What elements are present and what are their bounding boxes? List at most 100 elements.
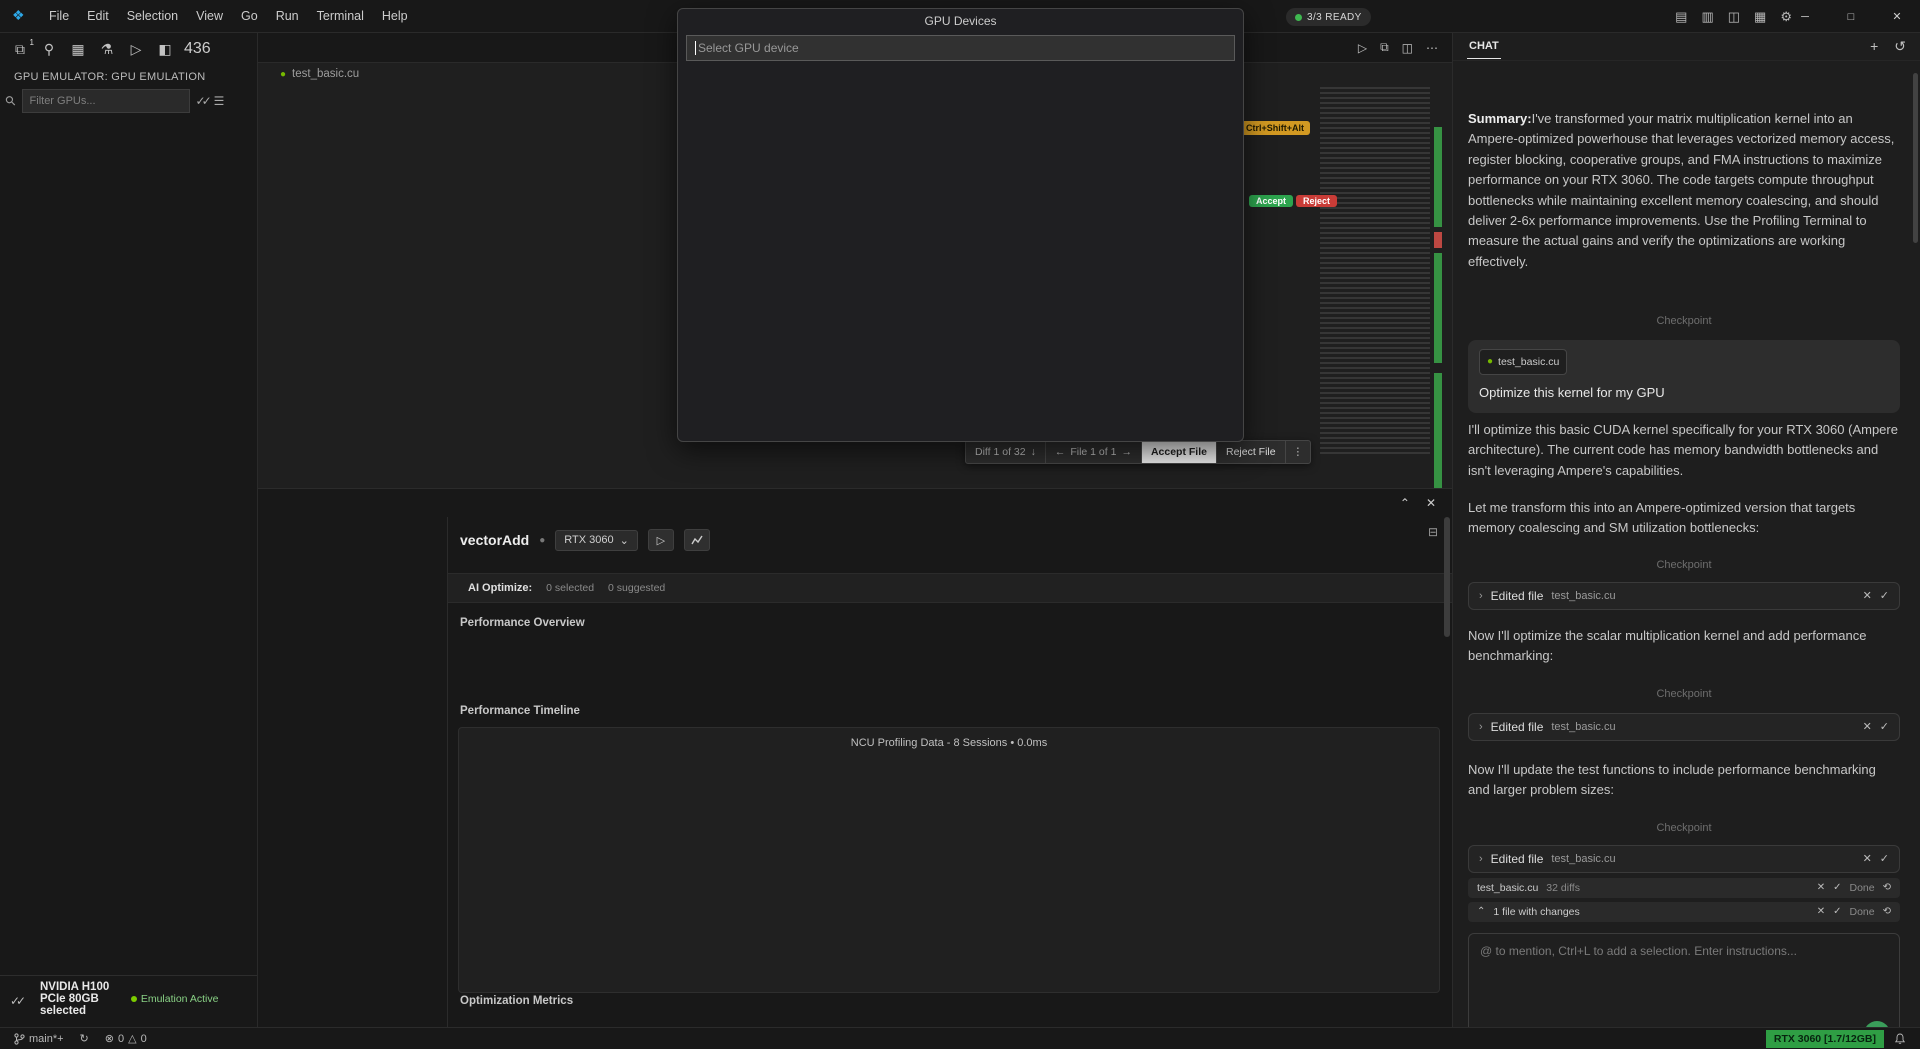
chat-input-box[interactable]: @ to mention, Ctrl+L to add a selection.… [1468,933,1900,1027]
minimize-button[interactable]: ─ [1801,10,1809,23]
menu-edit[interactable]: Edit [87,9,109,23]
maximize-button[interactable]: □ [1847,10,1855,23]
panel-maximize-icon[interactable]: ⌃ [1399,496,1410,510]
more-actions-icon[interactable]: ⋯ [1426,40,1438,55]
breadcrumb[interactable]: ● test_basic.cu [280,68,360,80]
files-icon[interactable]: ⧉ 1 [15,37,34,57]
split-editor-icon[interactable]: ◫ [1401,40,1413,55]
close-window-button[interactable]: ✕ [1892,11,1902,23]
filter-gpus-input[interactable]: Filter GPUs... [21,89,190,113]
chat-scrollbar[interactable] [1913,73,1918,243]
footer-selected-label: selected [40,1005,87,1017]
run-icon[interactable]: ▷ [130,40,142,57]
select-all-icon[interactable]: ✓✓ [195,94,212,108]
diff-icon[interactable]: ⧉ [1380,40,1389,54]
panel-close-icon[interactable]: ✕ [1425,496,1436,510]
edited-file-box[interactable]: › Edited file test_basic.cu ✕ ✓ [1468,845,1900,873]
quickpick-title: GPU Devices [924,14,997,28]
gpu-ready-badge: 3/3 READY [1286,8,1371,26]
overview-ruler [1432,87,1444,493]
undo-icon[interactable]: ⟲ [1882,905,1891,917]
menu-bar: File Edit Selection View Go Run Terminal Help [40,5,417,27]
new-chat-icon[interactable]: + [1870,38,1879,54]
keep-icon[interactable]: ✓ [1833,905,1842,917]
attached-file-chip[interactable]: ● test_basic.cu [1479,349,1568,376]
run-file-icon[interactable]: ▷ [1357,40,1368,55]
ai-optimize-label: AI Optimize: [468,582,533,594]
search-icon[interactable]: ⚲ [43,40,55,57]
keep-icon[interactable]: ✓ [1879,852,1889,865]
selected-gpu-footer: ✓✓ NVIDIA H100 PCIe 80GB Emulation Activ… [0,975,257,1027]
diff-more-icon[interactable]: ⋮ [1292,446,1304,458]
next-diff-icon[interactable]: ↓ [1030,446,1036,458]
gpu-status-chip[interactable]: RTX 3060 [1.7/12GB] [1765,1029,1884,1048]
edited-file-box[interactable]: › Edited file test_basic.cu ✕ ✓ [1468,713,1900,741]
next-file-icon[interactable]: → [1121,446,1132,458]
discard-icon[interactable]: ✕ [1816,881,1826,893]
settings-gear-icon[interactable]: ⚙ [1780,8,1792,24]
menu-terminal[interactable]: Terminal [316,9,364,23]
toolbar-count-badge: 436 [184,40,211,57]
run-profile-button[interactable]: ▷ [647,529,674,551]
undo-icon[interactable]: ⟲ [1882,881,1891,893]
inline-accept-button[interactable]: Accept [1249,195,1294,207]
checkpoint-label: Checkpoint [1656,559,1712,571]
notebook-icon[interactable]: ▦ [71,40,85,57]
layout-customize-icon[interactable]: ▦ [1754,8,1767,24]
discard-icon[interactable]: ✕ [1816,905,1826,917]
flask-icon[interactable]: ⚗ [100,40,114,57]
prev-file-icon[interactable]: ← [1054,446,1066,458]
keep-icon[interactable]: ✓ [1833,881,1842,893]
list-view-icon[interactable]: ☰ [213,94,225,108]
checkpoint-label: Checkpoint [1656,688,1712,700]
timeline-charts: NCU Profiling Data - 8 Sessions • 0.0ms [458,727,1440,993]
menu-go[interactable]: Go [241,9,258,23]
keep-icon[interactable]: ✓ [1879,720,1889,733]
extensions-icon[interactable]: ◧ [158,40,172,57]
charts-header: NCU Profiling Data - 8 Sessions • 0.0ms [850,737,1048,749]
reject-file-button[interactable]: Reject File [1217,441,1286,463]
collapse-all-icon[interactable]: ⊟ [1427,525,1438,539]
notifications-bell-icon[interactable] [1888,1028,1912,1049]
file-diff-row[interactable]: test_basic.cu 32 diffs ✕ ✓ Done ⟲ [1468,878,1900,898]
keep-icon[interactable]: ✓ [1879,589,1889,602]
files-changed-row[interactable]: ⌃ 1 file with changes ✕ ✓ Done ⟲ [1468,902,1900,922]
warning-icon: △ [128,1033,137,1045]
menu-run[interactable]: Run [275,9,299,23]
chart-view-button[interactable] [683,529,710,551]
device-selector[interactable]: RTX 3060 ⌄ [555,529,638,551]
accept-file-button[interactable]: Accept File [1141,441,1217,463]
timeline-section-label: Performance Timeline [460,705,580,717]
file-counter[interactable]: ← File 1 of 1 → [1046,441,1142,463]
gpu-device-input[interactable]: Select GPU device [686,35,1235,61]
profiled-kernel-name: vectorAdd [460,532,530,548]
inline-reject-button[interactable]: Reject [1296,195,1338,207]
discard-icon[interactable]: ✕ [1862,720,1872,733]
footer-gpu-variant: PCIe 80GB [40,993,99,1005]
menu-file[interactable]: File [49,9,70,23]
menu-help[interactable]: Help [381,9,408,23]
discard-icon[interactable]: ✕ [1862,589,1872,602]
layout-secondary-icon[interactable]: ◫ [1727,8,1741,24]
menu-view[interactable]: View [196,9,224,23]
discard-icon[interactable]: ✕ [1862,852,1872,865]
chat-history-icon[interactable]: ↺ [1894,38,1906,54]
diff-counter[interactable]: Diff 1 of 32 ↓ [966,441,1046,463]
edited-file-box[interactable]: › Edited file test_basic.cu ✕ ✓ [1468,582,1900,610]
profiling-scrollbar[interactable] [1444,517,1450,637]
menu-selection[interactable]: Selection [126,9,179,23]
footer-gpu-name: NVIDIA H100 [40,981,110,993]
sidebar-toolbar: ⧉ 1 ⚲ ▦ ⚗ ▷ ◧ 436 [0,33,257,63]
assistant-summary: Summary:I've transformed your matrix mul… [1468,111,1895,269]
keybinding-hint-badge: Ctrl+Shift+Alt [1240,121,1311,135]
layout-panel-icon[interactable]: ▥ [1701,8,1714,24]
chat-tab[interactable]: CHAT [1467,34,1501,59]
git-branch-indicator[interactable]: main*+ [8,1028,70,1049]
send-button[interactable]: ↑ [1864,1021,1890,1027]
problems-indicator[interactable]: ⊗ 0 △ 0 [104,1032,147,1046]
overview-section-label: Performance Overview [460,617,585,629]
minimap[interactable] [1320,87,1430,457]
sync-changes-button[interactable]: ↻ [79,1033,89,1045]
layout-sidebar-icon[interactable]: ▤ [1675,8,1688,24]
